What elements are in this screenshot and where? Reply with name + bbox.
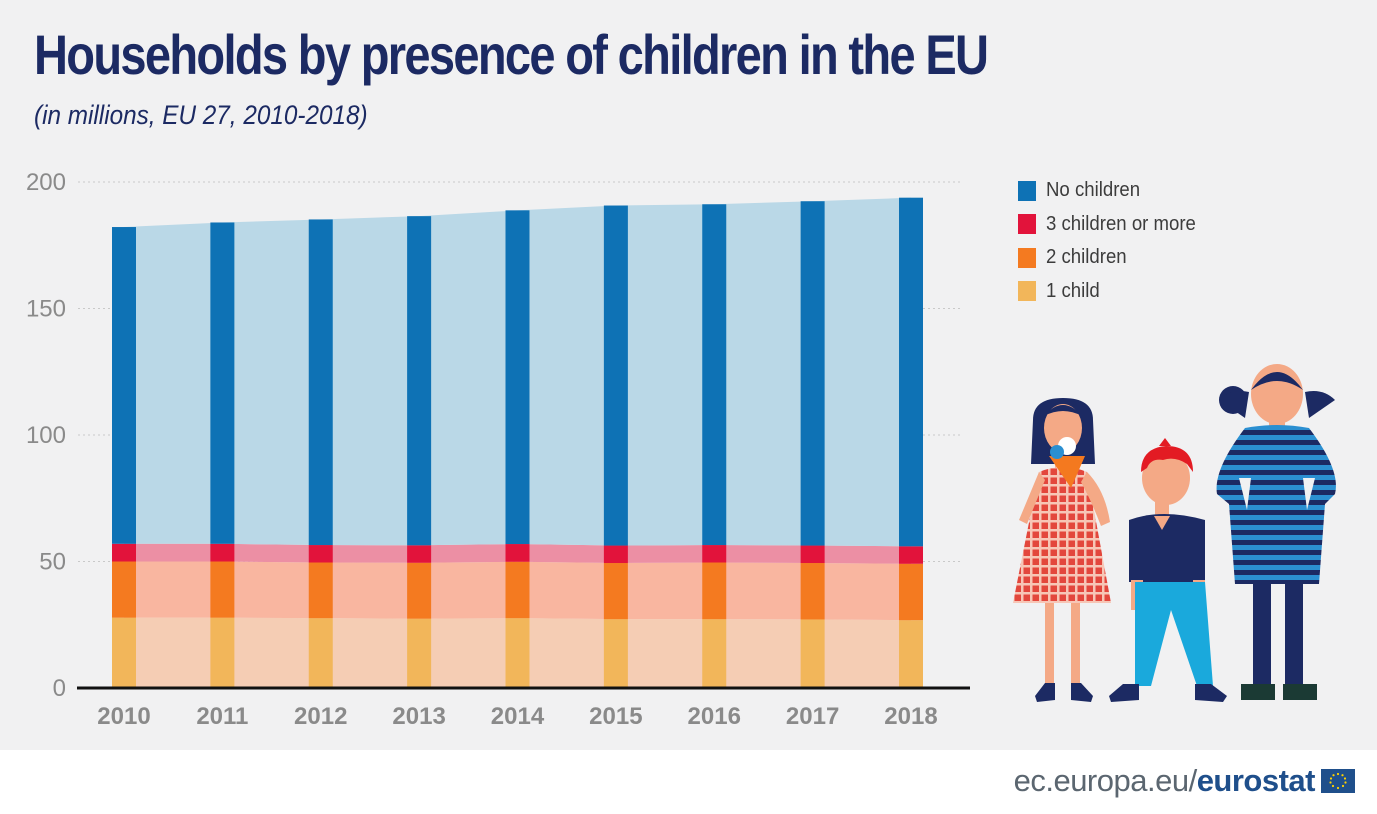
- bar-segment-3-children-or-more: [702, 545, 727, 563]
- legend-label: No children: [1046, 179, 1141, 202]
- bar-segment-1-child: [505, 618, 530, 688]
- legend-item: 2 children: [1018, 241, 1207, 275]
- bar-segment-3-children-or-more: [899, 546, 923, 564]
- bar-segment-no-children: [210, 222, 235, 544]
- bar-segment-2-children: [603, 563, 628, 620]
- bar-segment-no-children: [702, 204, 727, 546]
- y-tick-label: 50: [39, 549, 66, 576]
- bar-segment-1-child: [603, 619, 628, 688]
- bar-segment-1-child: [210, 617, 235, 688]
- x-tick-label: 2016: [688, 703, 741, 730]
- y-tick-label: 200: [26, 169, 66, 196]
- bar-segment-1-child: [702, 619, 727, 688]
- bar-segment-no-children: [407, 216, 432, 546]
- bar-segment-2-children: [505, 561, 530, 619]
- legend-label: 2 children: [1046, 246, 1127, 269]
- legend-swatch: [1018, 281, 1036, 302]
- legend-item: 3 children or more: [1018, 208, 1207, 242]
- bar-segment-3-children-or-more: [603, 545, 628, 564]
- x-tick-label: 2017: [786, 703, 839, 730]
- bar-segment-3-children-or-more: [112, 543, 136, 562]
- bar-segment-no-children: [112, 227, 136, 544]
- bar-segment-3-children-or-more: [800, 545, 825, 564]
- bar-segment-no-children: [899, 197, 923, 547]
- legend-swatch: [1018, 214, 1036, 235]
- legend: No children 3 children or more 2 children 1…: [1018, 174, 1207, 308]
- bar-segment-2-children: [899, 563, 923, 621]
- bar-segment-no-children: [800, 201, 825, 546]
- chart-subtitle: (in millions, EU 27, 2010-2018): [34, 100, 368, 130]
- boy-icon: [1109, 438, 1227, 702]
- stacked-bars: [112, 197, 923, 688]
- chart-title: Households by presence of children in th…: [34, 23, 989, 86]
- bar-segment-2-children: [800, 563, 825, 620]
- legend-item: 1 child: [1018, 275, 1207, 309]
- x-tick-labels: 2010 2011 2012 2013 2014 2015 2016 2017 2018: [97, 703, 937, 730]
- bar-segment-1-child: [308, 618, 333, 688]
- bar-segment-1-child: [112, 617, 136, 688]
- legend-label: 3 children or more: [1046, 212, 1196, 235]
- bar-segment-2-children: [112, 561, 136, 618]
- x-tick-label: 2014: [491, 703, 545, 730]
- bar-segment-no-children: [603, 205, 628, 546]
- y-tick-label: 100: [26, 422, 66, 449]
- y-tick-label: 150: [26, 296, 66, 323]
- children-illustration: [1013, 364, 1336, 702]
- bar-segment-1-child: [407, 618, 432, 688]
- x-tick-label: 2015: [589, 703, 642, 730]
- girl-icon: [1013, 398, 1111, 702]
- bar-segment-3-children-or-more: [210, 543, 235, 562]
- bar-segment-3-children-or-more: [407, 545, 432, 563]
- bar-segment-2-children: [210, 561, 235, 618]
- legend-swatch: [1018, 180, 1036, 201]
- x-tick-label: 2012: [294, 703, 347, 730]
- bar-segment-2-children: [308, 562, 333, 619]
- x-tick-label: 2013: [392, 703, 445, 730]
- bar-segment-no-children: [505, 210, 530, 545]
- bar-segment-3-children-or-more: [308, 545, 333, 563]
- x-tick-label: 2011: [196, 703, 248, 730]
- eu-flag-icon: [1321, 769, 1355, 793]
- older-girl-icon: [1216, 364, 1336, 700]
- legend-swatch: [1018, 247, 1036, 268]
- bar-segment-1-child: [899, 620, 923, 688]
- bar-segment-3-children-or-more: [505, 544, 530, 562]
- legend-label: 1 child: [1046, 279, 1100, 302]
- footer-brand[interactable]: eurostat: [1196, 763, 1316, 798]
- y-tick-label: 0: [53, 675, 66, 702]
- bar-segment-no-children: [308, 219, 333, 546]
- legend-item: No children: [1018, 174, 1207, 208]
- bar-segment-1-child: [800, 619, 825, 688]
- bar-segment-2-children: [702, 562, 727, 620]
- y-tick-labels: 0 50 100 150 200: [26, 169, 66, 702]
- bar-segment-2-children: [407, 562, 432, 619]
- x-tick-label: 2018: [884, 703, 937, 730]
- footer-url[interactable]: ec.europa.eu/: [1013, 763, 1198, 798]
- footer: ec.europa.eu/ eurostat: [1014, 763, 1355, 799]
- x-tick-label: 2010: [97, 703, 150, 730]
